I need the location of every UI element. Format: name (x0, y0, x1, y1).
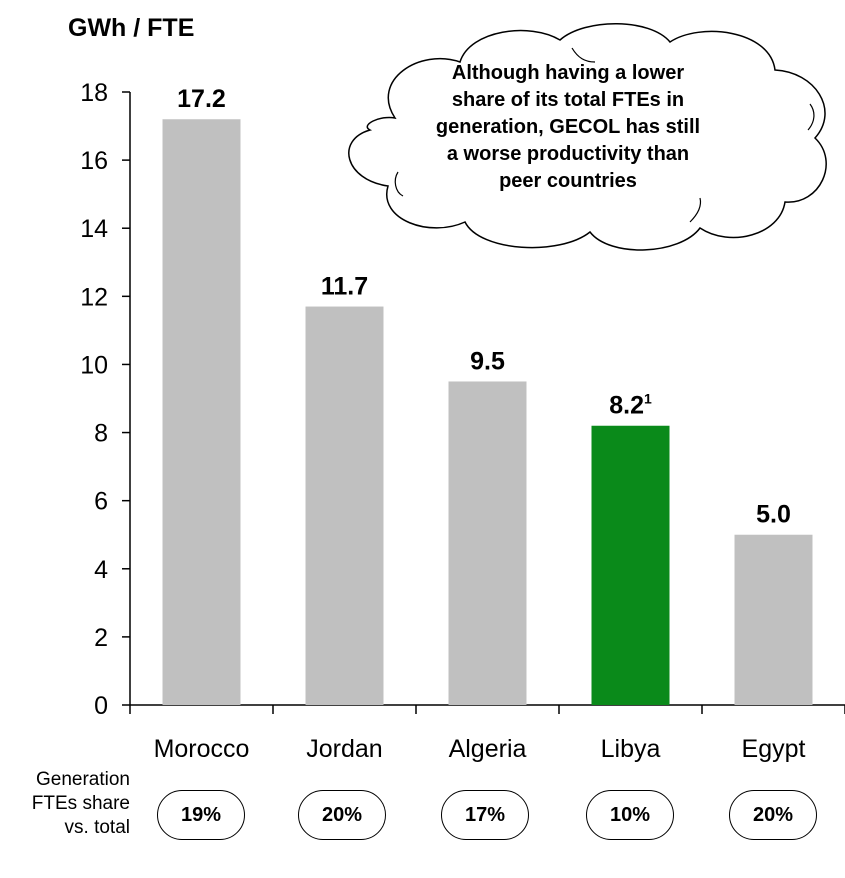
category-label-morocco: Morocco (154, 735, 250, 763)
callout-line: Although having a lower (451, 62, 685, 84)
y-tick-label: 12 (80, 283, 108, 311)
bar-algeria (448, 381, 527, 705)
category-label-egypt: Egypt (742, 735, 806, 763)
y-tick-label: 0 (94, 692, 108, 720)
bar-chart: 0 2 4 6 8 10 12 14 16 18 17.2 Morocco 11.7 Jordan 9.5… (80, 23, 845, 763)
share-label-line: FTEs share (31, 793, 130, 814)
y-tick-label: 14 (80, 215, 108, 243)
bar-morocco (162, 119, 241, 705)
bar-egypt (734, 534, 813, 705)
bar-libya (591, 425, 670, 705)
callout-line: peer countries (499, 170, 637, 192)
share-label-line: Generation (35, 769, 130, 790)
value-label-libya: 8.21 (609, 391, 652, 420)
y-tick-label: 16 (80, 147, 108, 175)
y-tick-label: 4 (94, 556, 108, 584)
share-pill-morocco: 19% (157, 790, 245, 840)
category-label-libya: Libya (601, 735, 661, 763)
value-label-egypt: 5.0 (756, 501, 791, 529)
category-label-algeria: Algeria (449, 735, 527, 763)
y-tick-label: 10 (80, 351, 108, 379)
y-axis-title: GWh / FTE (68, 14, 195, 42)
callout-cloud-shape (348, 23, 827, 251)
value-label-jordan: 11.7 (321, 273, 368, 301)
share-pill-jordan: 20% (298, 790, 386, 840)
callout-line: generation, GECOL has still (435, 116, 701, 138)
share-pill-egypt: 20% (729, 790, 817, 840)
y-tick-label: 2 (94, 624, 108, 652)
callout-line: share of its total FTEs in (451, 89, 685, 111)
callout-line: a worse productivity than (446, 143, 690, 165)
callout-text: Although having a lower share of its tot… (392, 60, 744, 195)
share-pill-algeria: 17% (441, 790, 529, 840)
bar-jordan (305, 306, 384, 705)
value-label-morocco: 17.2 (177, 85, 226, 113)
share-pill-libya: 10% (586, 790, 674, 840)
y-tick-label: 6 (94, 488, 108, 516)
generation-share-label: Generation FTEs share vs. total (0, 768, 130, 840)
share-label-line: vs. total (64, 817, 130, 838)
footnote-mark: 1 (644, 391, 652, 407)
y-tick-label: 8 (94, 420, 108, 448)
value-label-algeria: 9.5 (470, 347, 505, 375)
y-tick-label: 18 (80, 79, 108, 107)
category-label-jordan: Jordan (306, 735, 382, 763)
